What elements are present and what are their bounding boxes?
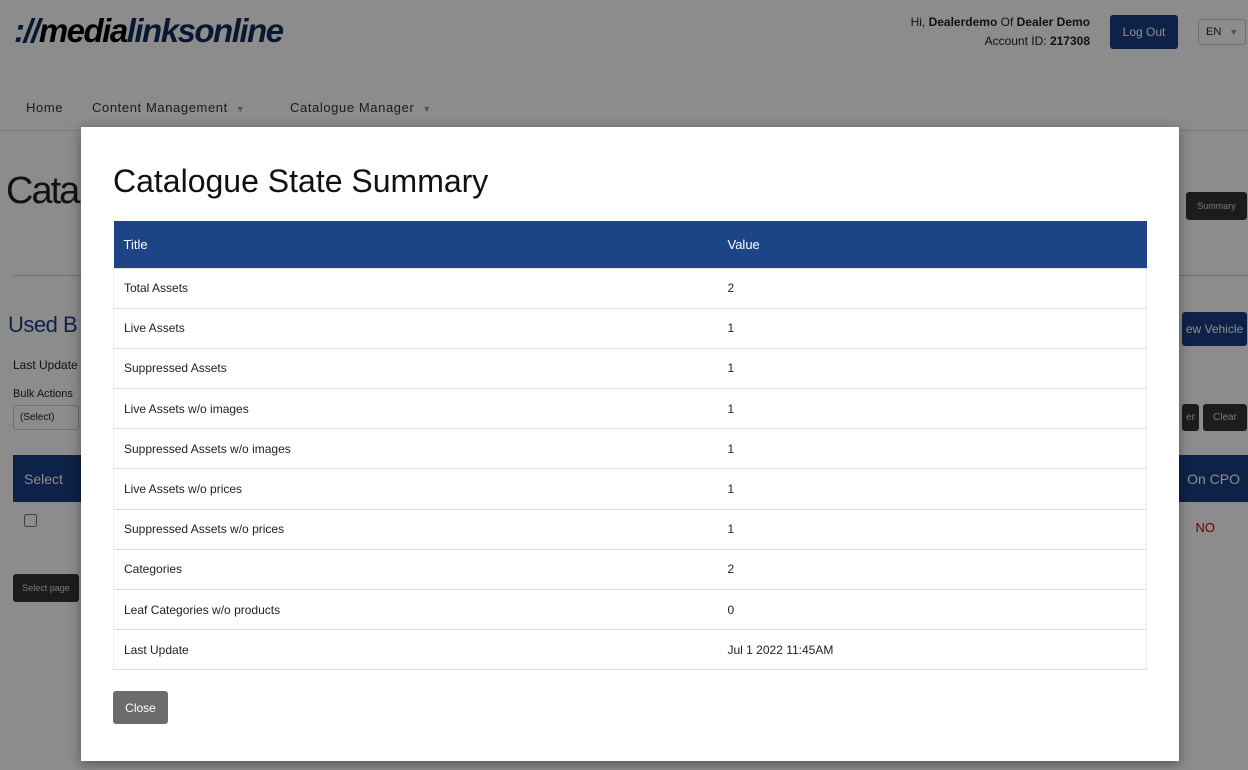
account-id: 217308 (1049, 34, 1090, 48)
row-title: Live Assets w/o prices (113, 468, 718, 510)
row-value: Jul 1 2022 11:45AM (717, 629, 1147, 671)
nav-home[interactable]: Home (26, 100, 64, 115)
row-title: Categories (113, 548, 718, 590)
row-value: 0 (717, 588, 1147, 630)
last-update-label: Last Update (13, 358, 78, 372)
modal-title: Catalogue State Summary (113, 163, 489, 199)
row-title: Suppressed Assets (113, 347, 718, 389)
clear-button[interactable]: Clear (1203, 404, 1247, 431)
logout-button[interactable]: Log Out (1110, 15, 1178, 49)
close-button[interactable]: Close (113, 691, 168, 724)
row-value: 2 (717, 267, 1147, 309)
row-value: 1 (717, 388, 1147, 429)
table-row: Total Assets 2 (113, 267, 1147, 309)
table-row: Live Assets w/o images 1 (113, 388, 1147, 429)
table-row: Categories 2 (113, 548, 1147, 590)
dealer-name: Dealer Demo (1016, 15, 1090, 29)
page-title: Cata (6, 170, 80, 212)
summary-table: Title Value Total Assets 2 Live Assets 1 Supp… (113, 221, 1147, 671)
column-header-select: Select (24, 471, 63, 487)
table-row: Live Assets w/o prices 1 (113, 468, 1147, 510)
username: Dealerdemo (928, 15, 998, 29)
language-select[interactable]: EN ▼ (1198, 19, 1246, 45)
table-row: Last Update Jul 1 2022 11:45AM (113, 629, 1147, 671)
table-row: Suppressed Assets w/o prices 1 (113, 508, 1147, 550)
row-value: 1 (717, 468, 1147, 510)
nav-catalogue-manager[interactable]: Catalogue Manager ▼ (290, 100, 432, 115)
chevron-down-icon: ▼ (422, 104, 432, 114)
bulk-actions-select[interactable]: (Select) (13, 405, 79, 430)
row-checkbox[interactable] (24, 514, 37, 527)
table-row: Suppressed Assets w/o images 1 (113, 428, 1147, 469)
table-row: Leaf Categories w/o products 0 (113, 588, 1147, 630)
chevron-down-icon: ▼ (235, 104, 246, 114)
catalogue-summary-modal: Catalogue State Summary Title Value Total… (81, 127, 1179, 761)
row-value: 2 (717, 548, 1147, 590)
filter-button[interactable]: er (1182, 404, 1199, 431)
logo[interactable]: ://medialinksonline (14, 12, 284, 49)
row-value: 1 (717, 347, 1147, 389)
row-title: Leaf Categories w/o products (113, 588, 718, 630)
row-value: 1 (717, 307, 1147, 349)
cpo-value: NO (1195, 520, 1216, 535)
new-vehicle-button[interactable]: ew Vehicle (1182, 312, 1247, 346)
row-title: Live Assets w/o images (113, 388, 718, 429)
row-title: Suppressed Assets w/o prices (113, 508, 718, 550)
bulk-actions-label: Bulk Actions (13, 388, 73, 400)
row-title: Live Assets (113, 307, 718, 349)
table-row: Live Assets 1 (113, 307, 1147, 349)
column-header-value: Value (717, 221, 1147, 268)
row-title: Total Assets (113, 267, 718, 309)
table-row: Suppressed Assets 1 (113, 347, 1147, 389)
row-title: Last Update (113, 629, 718, 671)
select-page-button[interactable]: Select page (13, 574, 79, 602)
user-info: Hi, Dealerdemo Of Dealer Demo Account ID… (910, 15, 1090, 48)
chevron-down-icon: ▼ (1229, 27, 1239, 37)
row-value: 1 (717, 428, 1147, 469)
column-header-title: Title (113, 221, 718, 268)
nav-content-management[interactable]: Content Management ▼ (92, 100, 246, 115)
row-title: Suppressed Assets w/o images (113, 428, 718, 469)
summary-button[interactable]: Summary (1186, 192, 1247, 220)
row-value: 1 (717, 508, 1147, 550)
section-title: Used B (8, 312, 78, 337)
column-header-cpo: On CPO (1187, 471, 1240, 487)
